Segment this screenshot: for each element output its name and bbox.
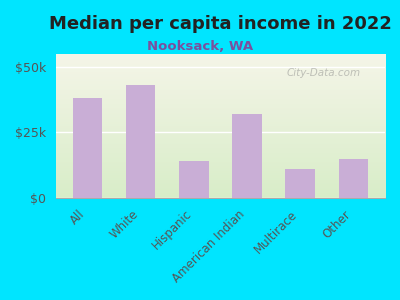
Bar [73,98,102,198]
Bar [179,161,208,198]
Text: Nooksack, WA: Nooksack, WA [147,40,253,53]
Text: City-Data.com: City-Data.com [286,68,360,78]
Title: Median per capita income in 2022: Median per capita income in 2022 [49,15,392,33]
Bar [126,85,156,198]
Bar [286,169,315,198]
Bar [338,159,368,198]
Bar [232,114,262,198]
